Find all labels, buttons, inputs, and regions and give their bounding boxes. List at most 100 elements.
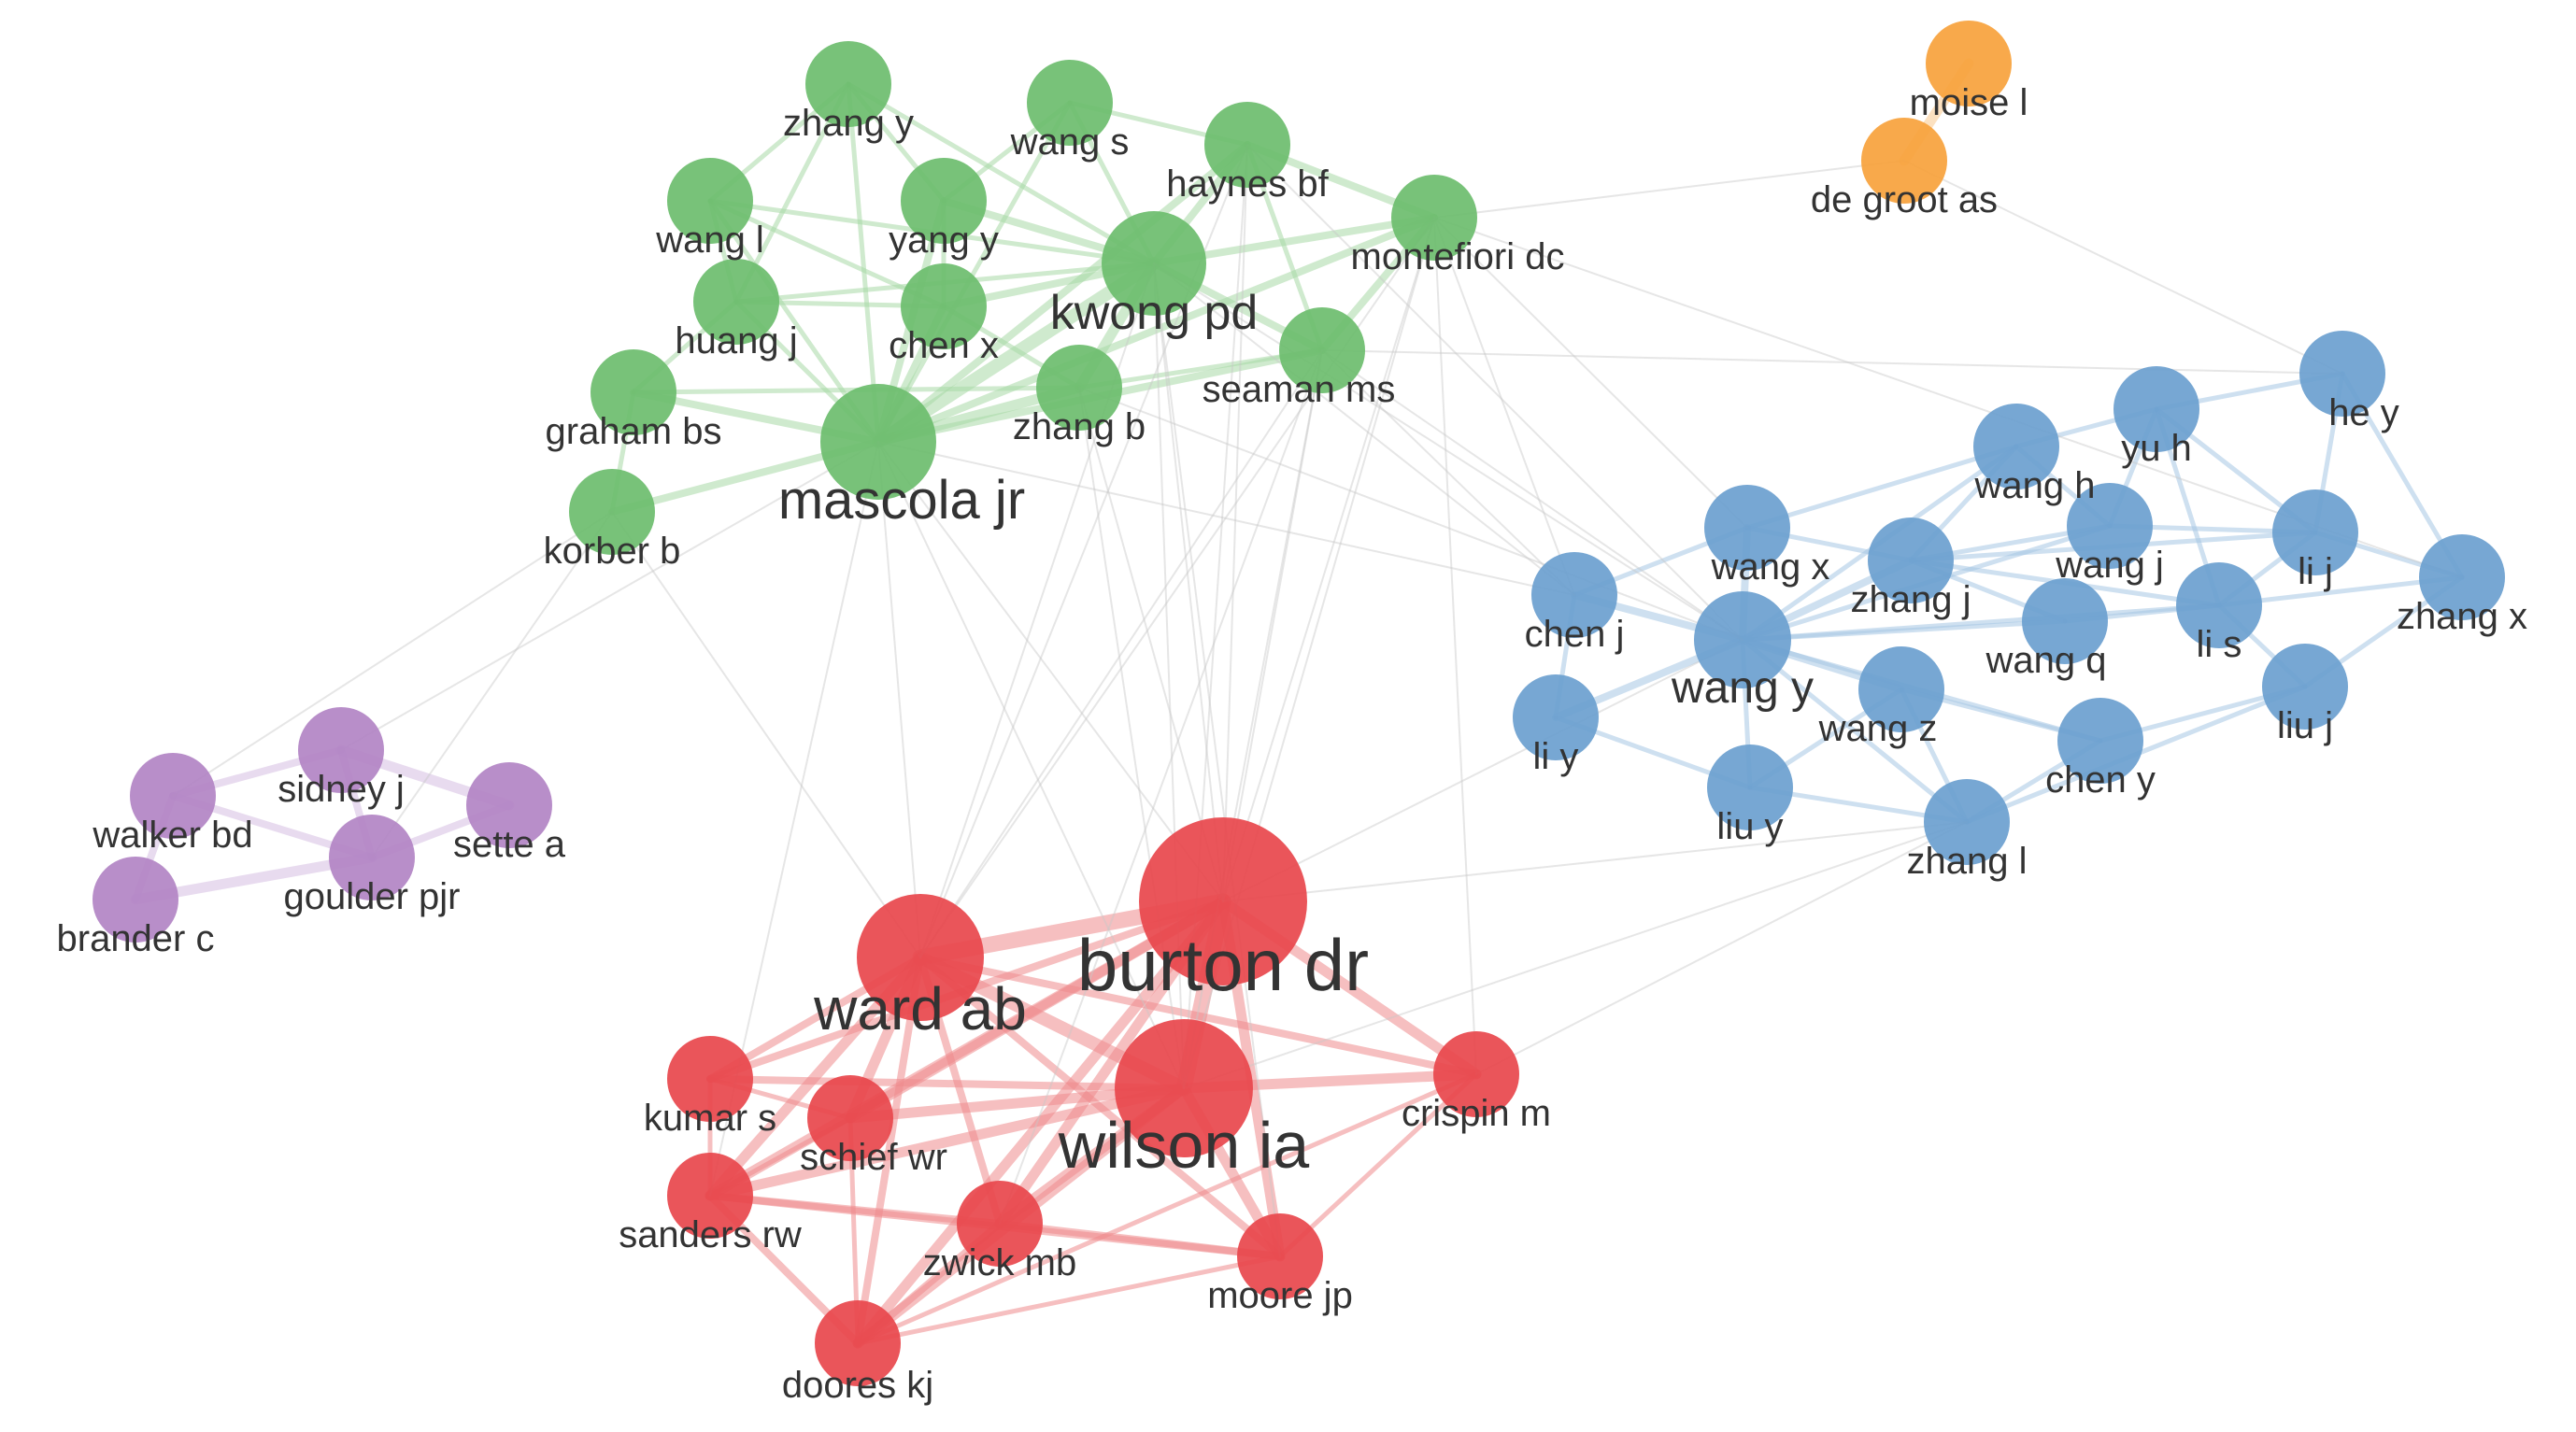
node-schief-wr[interactable] bbox=[807, 1075, 893, 1161]
edge-burton-dr-seaman-ms bbox=[1222, 349, 1323, 902]
node-li-s[interactable] bbox=[2176, 562, 2262, 648]
node-sette-a[interactable] bbox=[466, 762, 552, 848]
edge-seaman-ms-he-y bbox=[1321, 349, 2343, 375]
node-graham-bs[interactable] bbox=[591, 349, 676, 435]
node-liu-y[interactable] bbox=[1707, 744, 1793, 830]
node-label-sidney-j: sidney j bbox=[278, 769, 405, 810]
node-de-groot-as[interactable] bbox=[1861, 118, 1947, 204]
edge-mascola-jr-sidney-j bbox=[340, 441, 879, 751]
node-label-chen-j: chen j bbox=[1525, 614, 1625, 655]
node-ward-ab[interactable] bbox=[857, 894, 984, 1021]
node-label-wang-q: wang q bbox=[1985, 640, 2107, 681]
node-doores-kj[interactable] bbox=[815, 1300, 901, 1386]
node-label-burton-dr: burton dr bbox=[1077, 924, 1369, 1006]
edge-montefiori-dc-chen-j bbox=[1433, 217, 1575, 596]
node-zwick-mb[interactable] bbox=[957, 1181, 1043, 1267]
node-wang-h[interactable] bbox=[1973, 404, 2059, 489]
node-zhang-x[interactable] bbox=[2419, 534, 2505, 620]
edge-burton-dr-haynes-bf bbox=[1222, 144, 1248, 902]
edge-burton-dr-mascola-jr bbox=[877, 441, 1224, 902]
node-wang-j[interactable] bbox=[2067, 483, 2153, 569]
node-wilson-ia[interactable] bbox=[1115, 1019, 1253, 1157]
node-label-liu-j: liu j bbox=[2277, 705, 2333, 746]
node-mascola-jr[interactable] bbox=[820, 384, 936, 500]
node-label-mascola-jr: mascola jr bbox=[778, 470, 1025, 531]
node-korber-b[interactable] bbox=[569, 469, 655, 555]
node-haynes-bf[interactable] bbox=[1204, 102, 1290, 188]
node-label-li-y: li y bbox=[1533, 736, 1579, 777]
edge-burton-dr-zhang-b bbox=[1078, 387, 1224, 902]
node-wang-l[interactable] bbox=[667, 158, 753, 244]
node-yang-y[interactable] bbox=[901, 158, 987, 244]
node-liu-j[interactable] bbox=[2262, 644, 2348, 730]
node-crispin-m[interactable] bbox=[1433, 1031, 1519, 1117]
edge-kwong-pd-wang-y bbox=[1153, 262, 1743, 641]
node-li-j[interactable] bbox=[2272, 489, 2358, 575]
node-zhang-j[interactable] bbox=[1868, 518, 1954, 603]
node-zhang-b[interactable] bbox=[1036, 345, 1122, 431]
node-label-wilson-ia: wilson ia bbox=[1058, 1109, 1310, 1182]
node-label-moise-l: moise l bbox=[1910, 82, 2028, 123]
node-label-zhang-y: zhang y bbox=[783, 103, 914, 144]
edge-mascola-jr-wang-s bbox=[875, 100, 1073, 445]
node-burton-dr[interactable] bbox=[1139, 817, 1307, 985]
node-seaman-ms[interactable] bbox=[1279, 307, 1365, 393]
node-label-crispin-m: crispin m bbox=[1402, 1093, 1551, 1134]
node-huang-j[interactable] bbox=[693, 259, 779, 345]
node-walker-bd[interactable] bbox=[130, 753, 216, 839]
node-yu-h[interactable] bbox=[2113, 366, 2199, 452]
node-wang-q[interactable] bbox=[2022, 578, 2108, 664]
node-wang-z[interactable] bbox=[1858, 646, 1944, 732]
node-wang-y[interactable] bbox=[1694, 591, 1791, 688]
node-zhang-l[interactable] bbox=[1924, 779, 2010, 865]
node-kumar-s[interactable] bbox=[667, 1036, 753, 1122]
node-sidney-j[interactable] bbox=[298, 707, 384, 793]
edge-ward-ab-seaman-ms bbox=[919, 349, 1323, 958]
edge-mascola-jr-zhang-y bbox=[846, 81, 881, 445]
node-li-y[interactable] bbox=[1513, 674, 1599, 760]
edge-wilson-ia-mascola-jr bbox=[877, 441, 1185, 1089]
edge-seaman-ms-wang-y bbox=[1321, 349, 1743, 641]
node-label-zhang-b: zhang b bbox=[1013, 406, 1146, 447]
node-label-wang-y: wang y bbox=[1671, 663, 1814, 713]
node-label-zhang-l: zhang l bbox=[1907, 841, 2028, 882]
node-zhang-y[interactable] bbox=[805, 41, 891, 127]
node-label-de-groot-as: de groot as bbox=[1811, 179, 1998, 220]
node-goulder-pjr[interactable] bbox=[329, 815, 415, 900]
node-label-schief-wr: schief wr bbox=[800, 1137, 947, 1178]
edge-moore-jp-kwong-pd bbox=[1153, 262, 1281, 1257]
node-label-yang-y: yang y bbox=[889, 220, 999, 261]
node-label-korber-b: korber b bbox=[544, 531, 681, 572]
node-sanders-rw[interactable] bbox=[667, 1153, 753, 1239]
edge-wang-y-li-s bbox=[1740, 603, 2222, 643]
node-montefiori-dc[interactable] bbox=[1391, 175, 1477, 261]
node-label-brander-c: brander c bbox=[57, 918, 215, 959]
node-moore-jp[interactable] bbox=[1237, 1213, 1323, 1299]
node-brander-c[interactable] bbox=[93, 857, 178, 943]
node-wang-x[interactable] bbox=[1704, 485, 1790, 571]
node-label-wang-j: wang j bbox=[2055, 545, 2164, 586]
node-wang-s[interactable] bbox=[1027, 60, 1113, 146]
node-chen-j[interactable] bbox=[1531, 552, 1617, 638]
edge-mascola-jr-haynes-bf bbox=[875, 141, 1251, 446]
edge-moore-jp-doores-kj bbox=[855, 1254, 1283, 1346]
node-label-ward-ab: ward ab bbox=[813, 975, 1027, 1042]
node-label-chen-x: chen x bbox=[889, 325, 999, 366]
node-label-walker-bd: walker bd bbox=[92, 815, 252, 856]
node-kwong-pd[interactable] bbox=[1102, 211, 1206, 316]
node-he-y[interactable] bbox=[2299, 331, 2385, 417]
node-label-li-j: li j bbox=[2298, 551, 2333, 592]
node-label-montefiori-dc: montefiori dc bbox=[1351, 236, 1565, 277]
edge-haynes-bf-wang-y bbox=[1246, 144, 1743, 641]
node-label-sanders-rw: sanders rw bbox=[619, 1214, 802, 1255]
node-label-li-s: li s bbox=[2197, 624, 2242, 665]
node-moise-l[interactable] bbox=[1926, 21, 2012, 106]
node-chen-x[interactable] bbox=[901, 263, 987, 349]
node-label-wang-l: wang l bbox=[655, 220, 764, 261]
edge-wilson-ia-kumar-s bbox=[706, 1075, 1188, 1092]
edge-crispin-m-zhang-l bbox=[1475, 821, 1968, 1075]
labels-layer: burton dr ward ab wilson ia kumar s schief w… bbox=[57, 82, 2528, 1406]
node-chen-y[interactable] bbox=[2057, 698, 2143, 784]
edge-kwong-pd-chen-j bbox=[1153, 262, 1575, 596]
node-label-zhang-x: zhang x bbox=[2397, 596, 2527, 637]
